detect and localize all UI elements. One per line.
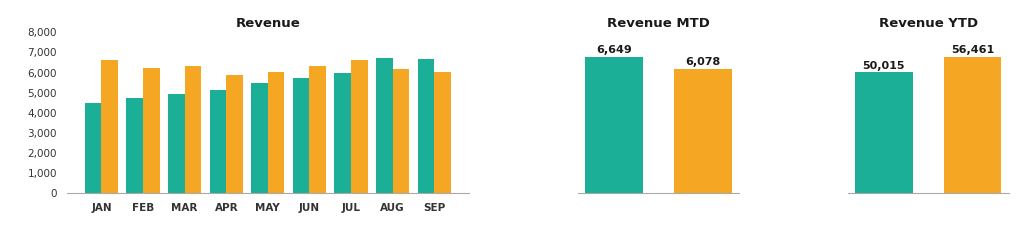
Bar bbox=[376, 59, 392, 193]
Bar bbox=[335, 73, 351, 193]
Bar bbox=[168, 94, 184, 193]
Bar bbox=[392, 68, 410, 193]
Bar bbox=[674, 68, 731, 193]
Bar bbox=[268, 71, 285, 193]
Bar bbox=[418, 60, 434, 193]
Text: 56,461: 56,461 bbox=[951, 45, 994, 56]
Bar bbox=[293, 78, 309, 193]
Bar bbox=[226, 75, 243, 193]
Text: 6,078: 6,078 bbox=[685, 57, 720, 67]
Bar bbox=[309, 66, 326, 193]
Bar bbox=[210, 90, 226, 193]
Bar bbox=[855, 72, 912, 193]
Bar bbox=[184, 66, 202, 193]
Bar bbox=[585, 57, 643, 193]
Bar bbox=[434, 71, 451, 193]
Title: Revenue YTD: Revenue YTD bbox=[879, 17, 978, 30]
Bar bbox=[126, 98, 143, 193]
Text: 50,015: 50,015 bbox=[862, 61, 905, 71]
Bar bbox=[85, 103, 101, 193]
Bar bbox=[143, 67, 160, 193]
Text: 6,649: 6,649 bbox=[596, 45, 632, 56]
Bar bbox=[944, 57, 1001, 193]
Bar bbox=[251, 83, 268, 193]
Bar bbox=[101, 61, 118, 193]
Title: Revenue MTD: Revenue MTD bbox=[607, 17, 710, 30]
Title: Revenue: Revenue bbox=[236, 17, 300, 30]
Bar bbox=[351, 61, 368, 193]
